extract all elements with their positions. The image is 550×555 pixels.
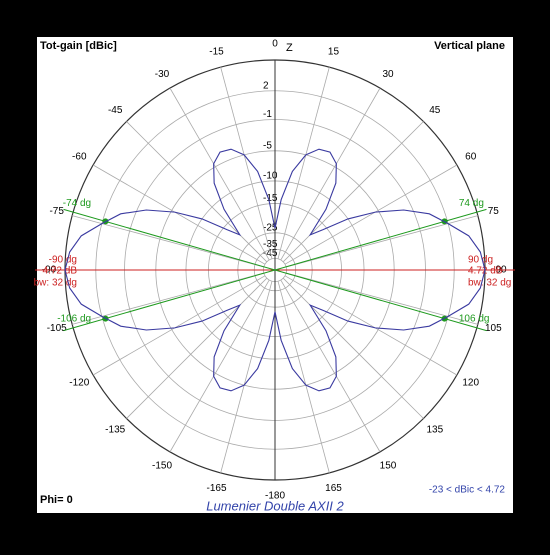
angle-tick-label: -135 bbox=[105, 424, 125, 435]
angle-tick-label: -60 bbox=[72, 152, 87, 163]
grid-spoke bbox=[92, 164, 266, 265]
grid-spoke bbox=[72, 272, 264, 325]
axis-label: Z bbox=[286, 42, 293, 54]
angle-tick-label: 105 bbox=[485, 323, 502, 334]
angle-tick-label: 15 bbox=[328, 46, 340, 57]
peak-label: 90 dg bbox=[468, 255, 493, 266]
range-label: -23 < dBic < 4.72 bbox=[429, 485, 506, 496]
grid-spoke bbox=[126, 121, 268, 263]
r-tick-label: -25 bbox=[263, 222, 278, 233]
grid-spoke bbox=[169, 279, 270, 453]
pattern bbox=[64, 148, 486, 392]
grid-spoke bbox=[92, 275, 266, 376]
angle-tick-label: -120 bbox=[69, 378, 89, 389]
peak-gain-label: 4.72 dB bbox=[43, 266, 78, 277]
edge-line bbox=[63, 208, 276, 271]
subtitle: Lumenier Double AXII 2 bbox=[206, 498, 344, 513]
angle-tick-label: 165 bbox=[325, 483, 342, 494]
angle-tick-label: 0 bbox=[272, 39, 278, 50]
grid-spoke bbox=[72, 215, 264, 268]
plane-label: Vertical plane bbox=[434, 40, 505, 52]
grid-spoke bbox=[282, 277, 424, 419]
angle-tick-label: -30 bbox=[155, 69, 170, 80]
r-tick-label: -5 bbox=[263, 140, 272, 151]
grid-spoke bbox=[284, 164, 458, 265]
r-tick-label: -15 bbox=[263, 193, 278, 204]
grid-spoke bbox=[280, 87, 381, 261]
angle-tick-label: -165 bbox=[206, 483, 226, 494]
edge-label: 106 dg bbox=[459, 314, 490, 325]
angle-tick-label: -75 bbox=[49, 206, 64, 217]
angle-tick-label: 120 bbox=[462, 378, 479, 389]
peak-bw-label: bw: 32 dg bbox=[468, 278, 511, 289]
r-tick-label: -1 bbox=[263, 109, 272, 120]
angle-tick-label: 30 bbox=[382, 69, 394, 80]
angle-tick-label: -105 bbox=[47, 323, 67, 334]
phi-label: Phi= 0 bbox=[40, 494, 73, 506]
edge-label: -74 dg bbox=[63, 198, 91, 209]
peak-bw-label: bw: 32 dg bbox=[34, 278, 77, 289]
angle-tick-label: 45 bbox=[429, 105, 441, 116]
grid-spoke bbox=[220, 67, 273, 259]
angle-tick-label: -45 bbox=[108, 105, 123, 116]
chart-title: Tot-gain [dBic] bbox=[40, 40, 117, 52]
r-tick-label: -35 bbox=[263, 239, 278, 250]
edge-label: 74 dg bbox=[459, 198, 484, 209]
grid-spoke bbox=[220, 281, 273, 473]
grid-spoke bbox=[126, 277, 268, 419]
peak-gain-label: 4.72 dB bbox=[468, 266, 503, 277]
grid-spoke bbox=[277, 281, 330, 473]
angle-tick-label: 150 bbox=[380, 460, 397, 471]
r-tick-label: 2 bbox=[263, 80, 269, 91]
edge-line bbox=[274, 208, 487, 271]
angle-tick-label: -15 bbox=[209, 46, 224, 57]
edge-line bbox=[274, 269, 487, 332]
angle-tick-label: 135 bbox=[426, 424, 443, 435]
peak-label: -90 dg bbox=[49, 255, 77, 266]
r-tick-label: -10 bbox=[263, 171, 278, 182]
angle-tick-label: -150 bbox=[152, 460, 172, 471]
edge-line bbox=[63, 269, 276, 332]
angle-tick-label: -180 bbox=[265, 491, 285, 502]
angle-tick-label: 75 bbox=[488, 206, 500, 217]
grid-spoke bbox=[277, 67, 330, 259]
grid-spoke bbox=[169, 87, 270, 261]
grid-spoke bbox=[284, 275, 458, 376]
grid-spoke bbox=[282, 121, 424, 263]
angle-tick-label: 60 bbox=[465, 152, 477, 163]
grid-spoke bbox=[280, 279, 381, 453]
grid-spoke bbox=[286, 215, 478, 268]
grid-spoke bbox=[286, 272, 478, 325]
edge-label: -106 dg bbox=[57, 314, 91, 325]
